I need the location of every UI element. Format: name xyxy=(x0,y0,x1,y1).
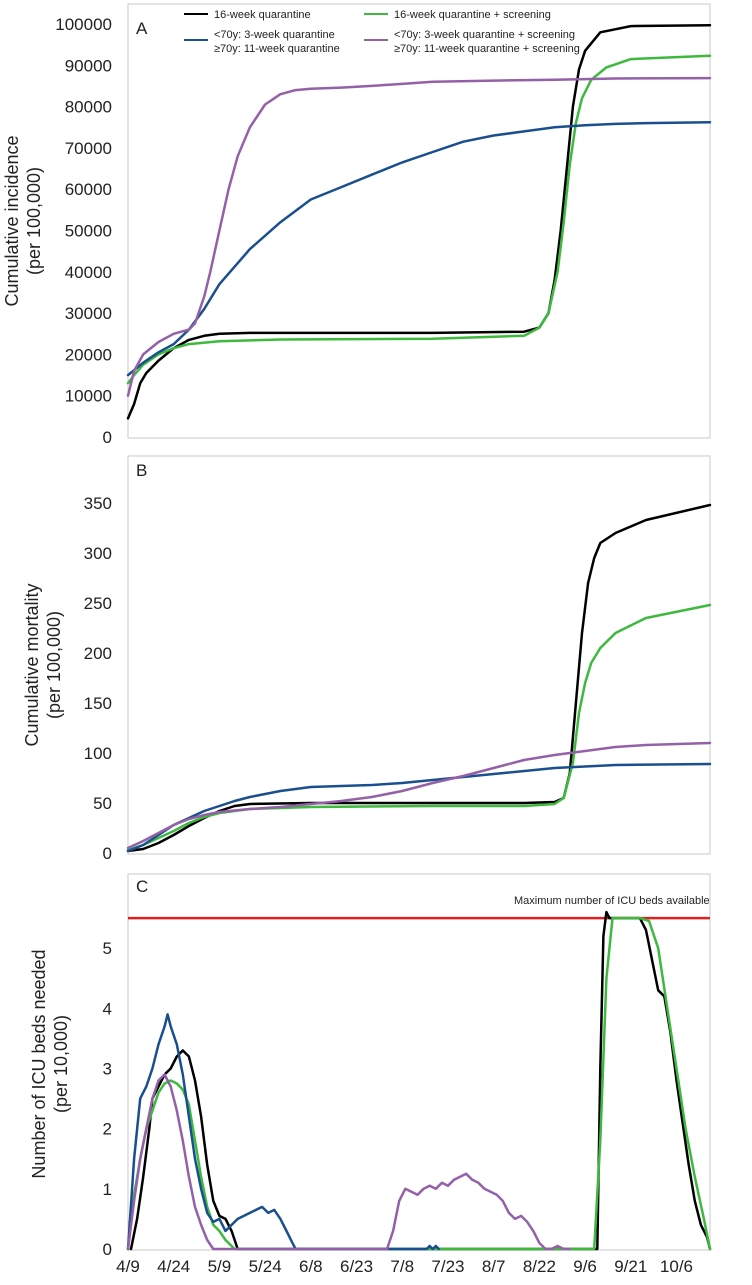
chart-marks: 0100002000030000400005000060000700008000… xyxy=(55,15,712,1276)
panel-c-xtick: 10/6 xyxy=(660,1257,693,1276)
legend-label-16ws: 16-week quarantine + screening xyxy=(394,9,551,21)
panel-b-ytick: 50 xyxy=(93,794,112,813)
panel-b-ytick: 150 xyxy=(84,694,112,713)
panel-a-ytick: 90000 xyxy=(65,56,112,75)
panel-b-ylabel-line1: Cumulative mortality xyxy=(22,583,42,746)
panel-c-xtick: 7/23 xyxy=(431,1257,464,1276)
panel-b-ytick: 300 xyxy=(84,544,112,563)
panel-a-ytick: 30000 xyxy=(65,304,112,323)
panel-c-ytick: 3 xyxy=(103,1060,112,1079)
panel-c-ytick: 4 xyxy=(103,999,112,1018)
panel-c-xtick: 9/21 xyxy=(614,1257,647,1276)
panel-c-xtick: 8/22 xyxy=(523,1257,556,1276)
panel-a-series-splits xyxy=(126,76,712,397)
panel-b-series-splits xyxy=(126,741,712,850)
panel-a-ylabel-line2: (per 100,000) xyxy=(24,167,44,275)
panel-c-series-splits xyxy=(126,1073,572,1251)
panel-b-series-split xyxy=(126,762,712,853)
panel-a-ytick: 60000 xyxy=(65,180,112,199)
panel-c-xtick: 9/6 xyxy=(573,1257,597,1276)
panel-b-ylabel-line2: (per 100,000) xyxy=(44,611,64,719)
legend-label-split-2: ≥70y: 11-week quarantine xyxy=(214,43,340,55)
panel-a-ylabel-line1: Cumulative incidence xyxy=(2,135,22,306)
panel-a-ytick: 50000 xyxy=(65,222,112,241)
panel-a-ytick: 20000 xyxy=(65,345,112,364)
panel-c-ylabel-line2: (per 10,000) xyxy=(51,1015,71,1113)
panel-a-ylabel: Cumulative incidence (per 100,000) xyxy=(2,135,44,306)
panel-a-ytick: 100000 xyxy=(55,15,112,34)
legend-label-split-1: <70y: 3-week quarantine xyxy=(214,29,335,41)
panel-a-series-16ws xyxy=(126,54,712,385)
panel-c-ytick: 0 xyxy=(103,1240,112,1259)
panel-c-xtick: 8/7 xyxy=(482,1257,506,1276)
panel-c-ytick: 5 xyxy=(103,939,112,958)
panel-b-ytick: 0 xyxy=(103,844,112,863)
panel-b-frame xyxy=(127,455,711,855)
legend-label-splits-1: <70y: 3-week quarantine + screening xyxy=(394,29,575,41)
panel-a-ytick: 10000 xyxy=(65,387,112,406)
panel-a-ytick: 0 xyxy=(103,428,112,447)
panel-c-xtick: 5/9 xyxy=(208,1257,232,1276)
panel-a-frame xyxy=(127,3,711,439)
panel-c-xtick: 4/24 xyxy=(157,1257,190,1276)
panel-b-ylabel: Cumulative mortality (per 100,000) xyxy=(22,583,64,746)
legend: 16-week quarantine 16-week quarantine + … xyxy=(184,9,580,55)
panel-c-xtick: 4/9 xyxy=(116,1257,140,1276)
panel-b-ytick: 250 xyxy=(84,594,112,613)
legend-label-16w: 16-week quarantine xyxy=(214,9,311,21)
panel-c-ytick: 2 xyxy=(103,1120,112,1139)
panel-c-series-16ws xyxy=(126,916,712,1251)
panel-c-ytick: 1 xyxy=(103,1180,112,1199)
panel-c-xtick: 6/23 xyxy=(340,1257,373,1276)
panel-a-ytick: 40000 xyxy=(65,263,112,282)
panel-b-series-16ws xyxy=(126,603,712,852)
panel-b-ytick: 200 xyxy=(84,644,112,663)
panel-a-ytick: 80000 xyxy=(65,98,112,117)
panel-c-series-16w xyxy=(129,910,712,1251)
panel-c-ylabel-line1: Number of ICU beds needed xyxy=(29,949,49,1178)
panel-b-letter: B xyxy=(136,461,147,480)
panel-c-xtick: 7/8 xyxy=(390,1257,414,1276)
legend-label-splits-2: ≥70y: 11-week quarantine + screening xyxy=(394,43,580,55)
panel-c-ylabel: Number of ICU beds needed (per 10,000) xyxy=(29,949,71,1178)
panel-a-series-16w xyxy=(126,23,712,420)
panel-c-series-split xyxy=(126,1013,441,1251)
panel-b-series-16w xyxy=(126,503,712,853)
panel-c-xtick: 5/24 xyxy=(249,1257,282,1276)
panel-b-ytick: 350 xyxy=(84,494,112,513)
panel-a-letter: A xyxy=(136,19,148,38)
panel-b-ytick: 100 xyxy=(84,744,112,763)
icu-max-annotation: Maximum number of ICU beds available xyxy=(514,895,710,907)
panel-c-xtick: 6/8 xyxy=(299,1257,323,1276)
panel-a-ytick: 70000 xyxy=(65,139,112,158)
panel-c-letter: C xyxy=(136,877,148,896)
panel-a-series-split xyxy=(126,121,712,377)
